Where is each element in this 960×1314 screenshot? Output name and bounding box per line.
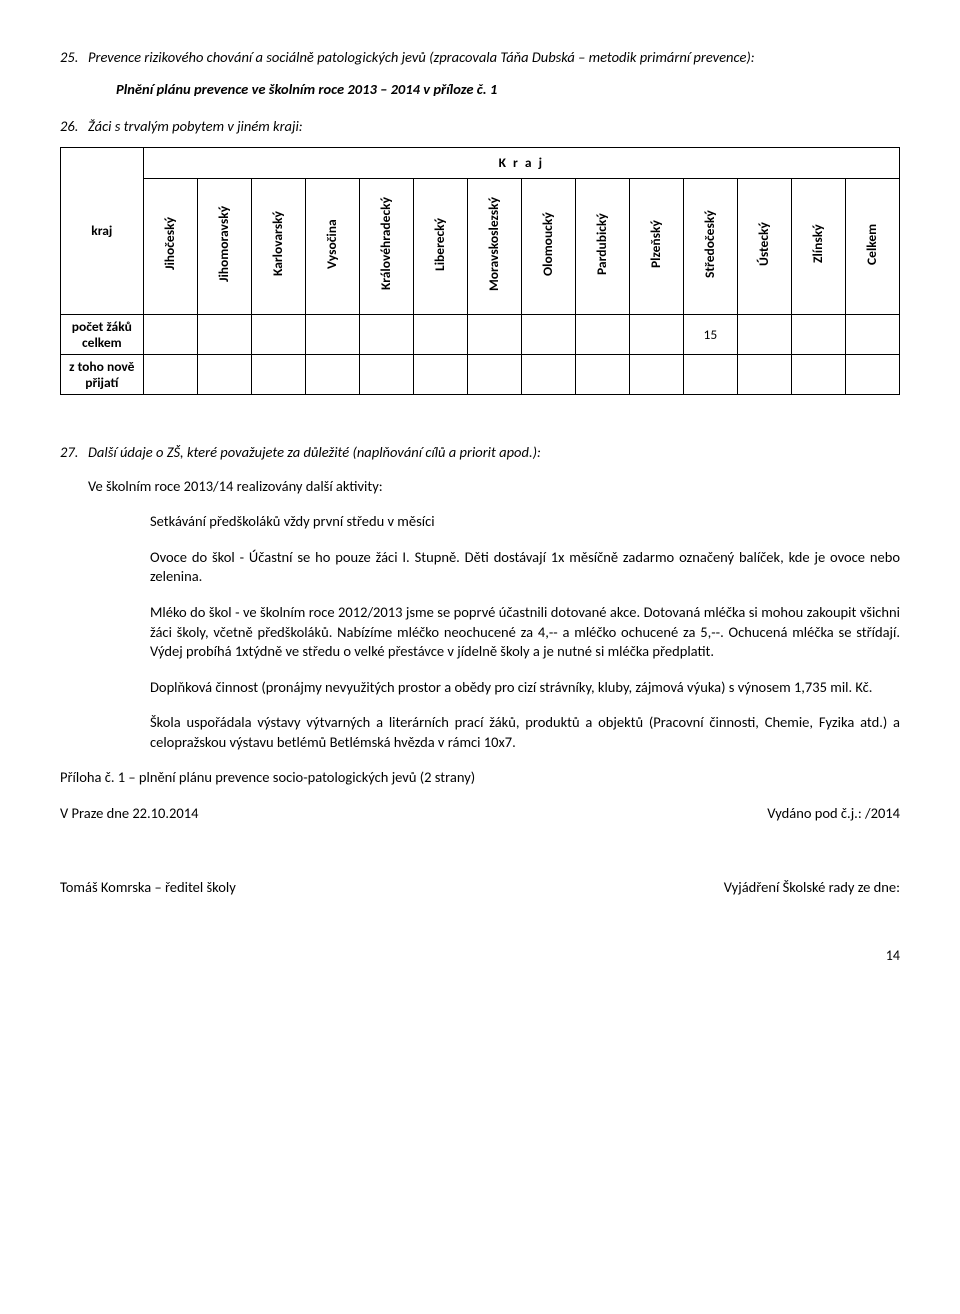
cell: [305, 315, 359, 355]
section-27-heading: 27. Další údaje o ZŠ, které považujete z…: [60, 443, 900, 463]
cell: [629, 315, 683, 355]
cell: [143, 315, 197, 355]
appendix-line: Příloha č. 1 – plnění plánu prevence soc…: [60, 768, 900, 788]
body-p4: Mléko do škol - ve školním roce 2012/201…: [150, 603, 900, 662]
cell: [521, 355, 575, 395]
cell: [413, 315, 467, 355]
cell: [359, 355, 413, 395]
cell: [467, 355, 521, 395]
cell-value: 15: [683, 315, 737, 355]
cell: [737, 315, 791, 355]
cell: [845, 355, 899, 395]
cell: [629, 355, 683, 395]
col-liberecky: Liberecký: [431, 183, 449, 305]
body-p2: Setkávání předškoláků vždy první středu …: [150, 512, 900, 532]
cell: [143, 355, 197, 395]
cell: [845, 315, 899, 355]
section-25-number: 25.: [60, 48, 88, 68]
body-p6: Škola uspořádala výstavy výtvarných a li…: [150, 713, 900, 752]
footer-row-2: Tomáš Komrska – ředitel školy Vyjádření …: [60, 878, 900, 898]
col-celkem: Celkem: [863, 183, 881, 305]
footer-date: V Praze dne 22.10.2014: [60, 804, 198, 824]
section-25-line: Plnění plánu prevence ve školním roce 20…: [116, 80, 900, 100]
body-p5: Doplňková činnost (pronájmy nevyužitých …: [150, 678, 900, 698]
col-plzensky: Plzeňský: [647, 183, 665, 305]
cell: [197, 355, 251, 395]
body-p1: Ve školním roce 2013/14 realizovány dalš…: [88, 477, 900, 497]
cell: [575, 315, 629, 355]
cell: [683, 355, 737, 395]
cell: [359, 315, 413, 355]
col-kralovehradecky: Královéhradecký: [377, 183, 395, 305]
cell: [575, 355, 629, 395]
row-label-total: počet žáků celkem: [61, 315, 144, 355]
footer-council: Vyjádření Školské rady ze dne:: [724, 878, 900, 898]
section-25-title: Prevence rizikového chování a sociálně p…: [88, 48, 900, 68]
table-row-head: kraj: [61, 147, 144, 314]
cell: [521, 315, 575, 355]
col-pardubicky: Pardubický: [593, 183, 611, 305]
body-p3: Ovoce do škol - Účastní se ho pouze žáci…: [150, 548, 900, 587]
row-label-new: z toho nově přijatí: [61, 355, 144, 395]
cell: [251, 355, 305, 395]
table-col-headers: Jihočeský Jihomoravský Karlovarský Vysoč…: [61, 178, 900, 314]
col-stredocesky: Středočeský: [701, 183, 719, 305]
col-karlovarsky: Karlovarský: [269, 183, 287, 305]
col-vysocina: Vysočina: [323, 183, 341, 305]
section-27-number: 27.: [60, 443, 88, 463]
footer-docnum: Vydáno pod č.j.: /2014: [767, 804, 900, 824]
cell: [197, 315, 251, 355]
section-27-title: Další údaje o ZŠ, které považujete za dů…: [88, 443, 900, 463]
region-table: kraj K r a j Jihočeský Jihomoravský Karl…: [60, 147, 900, 396]
footer-signatory: Tomáš Komrska – ředitel školy: [60, 878, 236, 898]
col-olomoucky: Olomoucký: [539, 183, 557, 305]
col-moravskoslezsky: Moravskoslezský: [485, 183, 503, 305]
cell: [737, 355, 791, 395]
cell: [791, 315, 845, 355]
section-25-heading: 25. Prevence rizikového chování a sociál…: [60, 48, 900, 68]
col-zlinsky: Zlínský: [809, 183, 827, 305]
section-26-number: 26.: [60, 117, 88, 137]
cell: [413, 355, 467, 395]
cell: [305, 355, 359, 395]
section-26-title: Žáci s trvalým pobytem v jiném kraji:: [88, 117, 900, 137]
table-header: K r a j: [143, 147, 899, 178]
col-jihomoravsky: Jihomoravský: [215, 183, 233, 305]
page-number: 14: [60, 947, 900, 966]
table-row: z toho nově přijatí: [61, 355, 900, 395]
cell: [791, 355, 845, 395]
cell: [467, 315, 521, 355]
col-jihocesky: Jihočeský: [161, 183, 179, 305]
footer-row-1: V Praze dne 22.10.2014 Vydáno pod č.j.: …: [60, 804, 900, 824]
table-row: počet žáků celkem 15: [61, 315, 900, 355]
section-26-heading: 26. Žáci s trvalým pobytem v jiném kraji…: [60, 117, 900, 137]
col-ustecky: Ústecký: [755, 183, 773, 305]
cell: [251, 315, 305, 355]
